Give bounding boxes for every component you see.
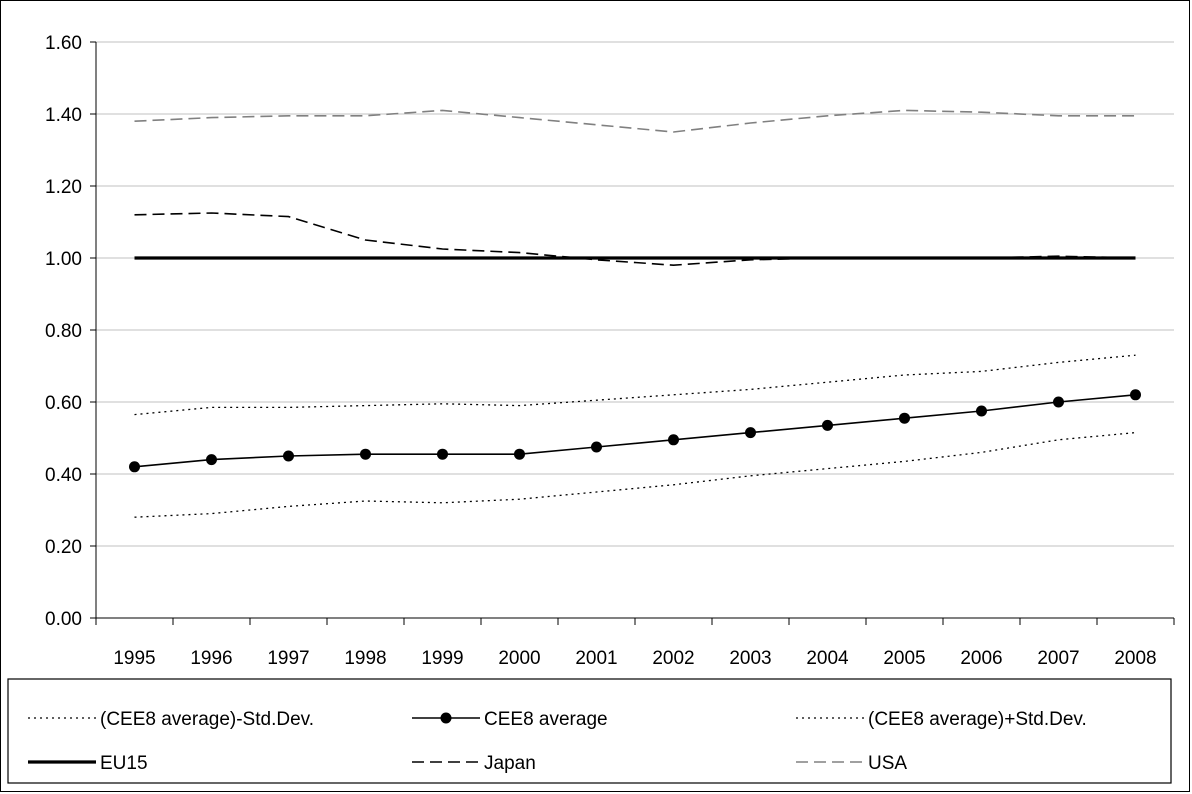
x-tick-label: 1997 (267, 648, 309, 669)
x-tick-label: 2001 (575, 648, 617, 669)
data-point (822, 419, 833, 431)
x-tick-label: 2000 (498, 648, 540, 669)
y-tick-label: 1.20 (45, 177, 82, 198)
y-tick-label: 1.40 (45, 105, 82, 126)
legend-label-0: (CEE8 average)-Std.Dev. (100, 709, 314, 730)
data-point (1130, 389, 1141, 401)
y-tick-label: 1.60 (45, 33, 82, 54)
x-tick-label: 1995 (113, 648, 155, 669)
x-tick-label: 1996 (190, 648, 232, 669)
data-point (360, 448, 371, 460)
data-point (1053, 396, 1064, 408)
legend-label-4: Japan (484, 753, 536, 774)
legend-label-5: USA (868, 753, 907, 774)
series-line-2 (134, 354, 1136, 416)
x-tick-label: 2008 (1114, 648, 1156, 669)
legend-label-1: CEE8 average (484, 709, 608, 730)
x-tick-label: 2004 (806, 648, 849, 669)
data-point (206, 454, 217, 466)
y-tick-label: 0.80 (45, 321, 82, 342)
x-axis-ticks: 1995 1996 1997 1998 1999 2000 2001 2002 2003 2004… (95, 618, 1175, 669)
legend-box (7, 678, 1172, 784)
series-line-0 (134, 431, 1136, 518)
data-point (745, 427, 756, 439)
legend: (CEE8 average)-Std.Dev. CEE8 average (CEE8… (28, 709, 1087, 774)
gridlines (96, 41, 1174, 547)
y-tick-label: 0.40 (45, 465, 82, 486)
x-tick-label: 2003 (729, 648, 771, 669)
series-lines (129, 109, 1141, 518)
series-line-1 (134, 394, 1136, 468)
data-point (129, 461, 140, 473)
x-tick-label: 1999 (421, 648, 463, 669)
data-point (899, 412, 910, 424)
x-tick-label: 2002 (652, 648, 694, 669)
x-tick-label: 2005 (883, 648, 925, 669)
y-tick-label: 0.00 (45, 609, 82, 630)
legend-label-2: (CEE8 average)+Std.Dev. (868, 709, 1087, 730)
x-tick-label: 2007 (1037, 648, 1079, 669)
x-tick-label: 1998 (344, 648, 386, 669)
series-line-4 (134, 212, 1136, 267)
y-axis-ticks: 0.00 0.20 0.40 0.60 0.80 1.00 1.20 1.40 1.60 (45, 33, 96, 630)
y-tick-label: 0.20 (45, 537, 82, 558)
y-tick-label: 1.00 (45, 249, 82, 270)
legend-marker (440, 712, 452, 724)
data-point (668, 434, 679, 446)
data-point (283, 450, 294, 462)
data-point (976, 405, 987, 417)
x-tick-label: 2006 (960, 648, 1002, 669)
series-line-5 (134, 109, 1136, 133)
data-point (591, 441, 602, 453)
y-tick-label: 0.60 (45, 393, 82, 414)
data-point (514, 448, 525, 460)
legend-label-3: EU15 (100, 753, 148, 774)
data-point (437, 448, 448, 460)
